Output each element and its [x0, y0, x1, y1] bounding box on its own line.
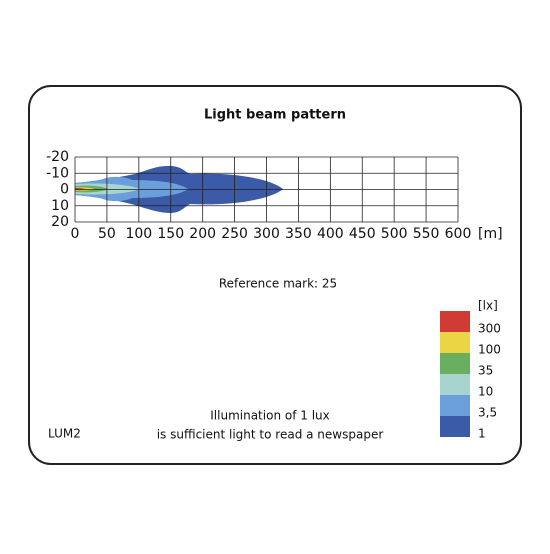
x-tick-label: 500 [381, 226, 408, 242]
footnote-line: Illumination of 1 lux [210, 409, 329, 423]
x-tick-label: 350 [285, 226, 312, 242]
legend-swatch [440, 374, 470, 395]
title: Light beam pattern [204, 108, 346, 123]
legend-label: 100 [478, 343, 501, 357]
legend-unit: [lx] [478, 299, 498, 313]
legend-swatch [440, 332, 470, 353]
x-tick-label: 400 [317, 226, 344, 242]
x-tick-label: 200 [189, 226, 216, 242]
legend-swatch [440, 311, 470, 332]
x-tick-label: 600 [445, 226, 472, 242]
x-tick-label: 250 [221, 226, 248, 242]
x-tick-label: 450 [349, 226, 376, 242]
y-tick-label: -10 [46, 165, 69, 181]
x-tick-label: 0 [71, 226, 80, 242]
legend-swatch [440, 353, 470, 374]
legend-label: 300 [478, 322, 501, 336]
legend-label: 10 [478, 385, 493, 399]
reference-mark: Reference mark: 25 [219, 277, 337, 291]
legend-swatch [440, 416, 470, 437]
y-tick-label: 20 [51, 214, 69, 230]
model: LUM2 [48, 427, 81, 441]
legend-label: 1 [478, 427, 486, 441]
x-tick-label: 150 [157, 226, 184, 242]
legend-label: 3,5 [478, 406, 497, 420]
legend-swatch [440, 395, 470, 416]
x-tick-label: 550 [413, 226, 440, 242]
x-tick-label: 300 [253, 226, 280, 242]
x-unit: [m] [478, 226, 503, 242]
x-tick-label: 50 [98, 226, 116, 242]
legend: 300 100 35 10 3,5 1 [440, 311, 501, 441]
footnote-line: is sufficient light to read a newspaper [157, 428, 384, 442]
y-tick-label: -20 [46, 149, 69, 165]
y-tick-label: 10 [51, 198, 69, 214]
y-tick-label: 0 [60, 182, 69, 198]
x-tick-label: 100 [125, 226, 152, 242]
legend-label: 35 [478, 364, 493, 378]
